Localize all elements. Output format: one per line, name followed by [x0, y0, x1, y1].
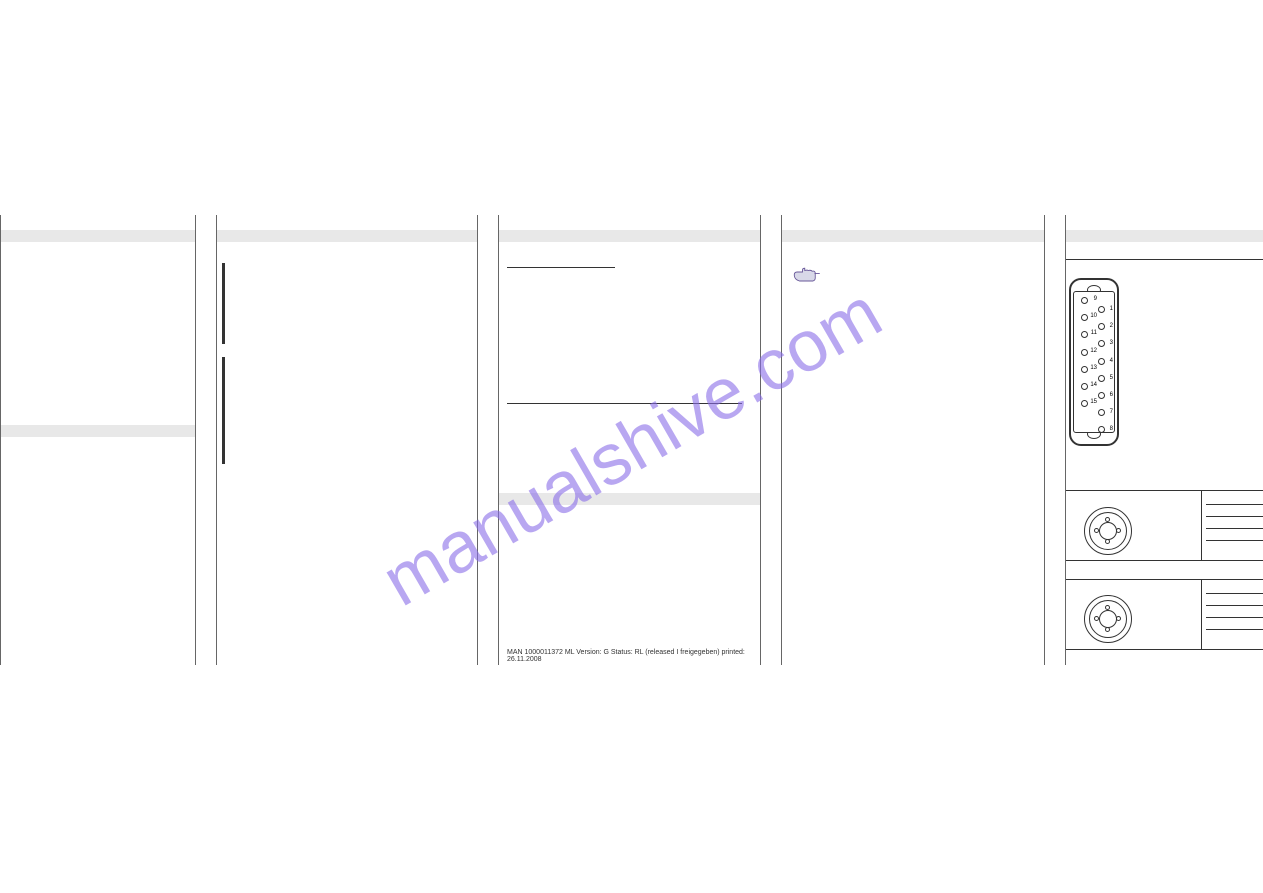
pin-label: 10 — [1090, 313, 1097, 319]
pin-icon: 6 — [1098, 392, 1105, 399]
divider-line — [1201, 579, 1202, 649]
table-row — [223, 440, 225, 464]
pin-icon: 5 — [1098, 375, 1105, 382]
page-panel-3: MAN 1000011372 ML Version: G Status: RL … — [498, 215, 761, 665]
page-panel-2 — [216, 215, 478, 665]
pin-label: 14 — [1090, 382, 1097, 388]
table-row — [1206, 594, 1263, 606]
gray-bar — [217, 230, 477, 242]
gray-bar — [1, 425, 195, 437]
pin-icon: 9 — [1081, 297, 1088, 304]
pin-icon — [1105, 627, 1110, 632]
pin-label: 2 — [1110, 323, 1113, 329]
divider-line — [507, 267, 615, 268]
pin-icon — [1105, 539, 1110, 544]
pin-icon: 13 — [1081, 366, 1088, 373]
page-panel-4 — [781, 215, 1045, 665]
dsub-connector-diagram: 9 10 11 12 13 14 15 1 2 3 4 5 6 7 8 — [1066, 273, 1126, 453]
divider-line — [1066, 259, 1263, 260]
pin-label: 1 — [1110, 306, 1113, 312]
gray-bar — [1, 230, 195, 242]
table-row — [1206, 517, 1263, 529]
pin-icon: 4 — [1098, 358, 1105, 365]
round-connector-diagram — [1084, 595, 1132, 643]
footer-text: MAN 1000011372 ML Version: G Status: RL … — [507, 649, 760, 663]
table-row — [1206, 505, 1263, 517]
divider-line — [1066, 579, 1263, 580]
divider-line — [1066, 490, 1263, 491]
pin-icon: 7 — [1098, 409, 1105, 416]
divider-line — [1066, 560, 1263, 561]
pin-column-left: 9 10 11 12 13 14 15 — [1081, 297, 1088, 417]
pin-icon: 11 — [1081, 331, 1088, 338]
round-pins — [1085, 508, 1131, 554]
pin-icon: 15 — [1081, 400, 1088, 407]
specs-table — [222, 263, 225, 464]
round-connector-section-2 — [1066, 579, 1263, 580]
pin-label: 13 — [1090, 365, 1097, 371]
round-connector-section-1 — [1066, 490, 1263, 491]
pin-icon: 10 — [1081, 314, 1088, 321]
table-row — [223, 264, 225, 280]
table-row — [223, 328, 225, 344]
pin-label: 3 — [1110, 340, 1113, 346]
pin-label: 15 — [1090, 399, 1097, 405]
pin-label: 4 — [1110, 358, 1113, 364]
pin-label: 8 — [1110, 426, 1113, 432]
pin-icon — [1105, 605, 1110, 610]
pin-label: 5 — [1110, 375, 1113, 381]
table-row — [223, 280, 225, 296]
round-connector-table — [1206, 593, 1263, 630]
table-row — [1206, 529, 1263, 541]
pin-icon — [1094, 528, 1099, 533]
table-row — [223, 358, 225, 374]
pin-icon — [1105, 517, 1110, 522]
pin-icon: 2 — [1098, 323, 1105, 330]
pin-icon — [1116, 528, 1121, 533]
gray-bar — [782, 230, 1044, 242]
pin-label: 6 — [1110, 392, 1113, 398]
pin-label: 9 — [1094, 296, 1097, 302]
table-row — [223, 312, 225, 328]
pin-label: 11 — [1091, 330, 1097, 336]
pin-label: 7 — [1110, 409, 1113, 415]
pin-icon: 8 — [1098, 426, 1105, 433]
table-row — [223, 374, 225, 398]
pin-label: 12 — [1090, 348, 1097, 354]
round-connector-diagram — [1084, 507, 1132, 555]
pin-icon: 12 — [1081, 349, 1088, 356]
pin-icon — [1116, 616, 1121, 621]
table-row — [1206, 618, 1263, 630]
round-connector-table — [1206, 504, 1263, 541]
pin-icon: 1 — [1098, 306, 1105, 313]
divider-line — [1201, 490, 1202, 560]
pages-container: MAN 1000011372 ML Version: G Status: RL … — [0, 215, 1263, 665]
pin-icon: 14 — [1081, 383, 1088, 390]
gray-bar — [499, 493, 760, 505]
gray-bar — [499, 230, 760, 242]
table-spacer-row — [223, 344, 225, 358]
page-panel-1 — [0, 215, 196, 665]
divider-line — [1066, 649, 1263, 650]
table-row — [223, 398, 225, 440]
pin-icon — [1094, 616, 1099, 621]
pointing-hand-icon — [792, 265, 822, 285]
table-row — [223, 296, 225, 312]
page-panel-5: 9 10 11 12 13 14 15 1 2 3 4 5 6 7 8 — [1065, 215, 1263, 665]
divider-line — [507, 403, 742, 404]
pin-icon: 3 — [1098, 340, 1105, 347]
round-pins — [1085, 596, 1131, 642]
table-row — [1206, 606, 1263, 618]
gray-bar — [1066, 230, 1263, 242]
pin-column-right: 1 2 3 4 5 6 7 8 — [1098, 306, 1105, 444]
